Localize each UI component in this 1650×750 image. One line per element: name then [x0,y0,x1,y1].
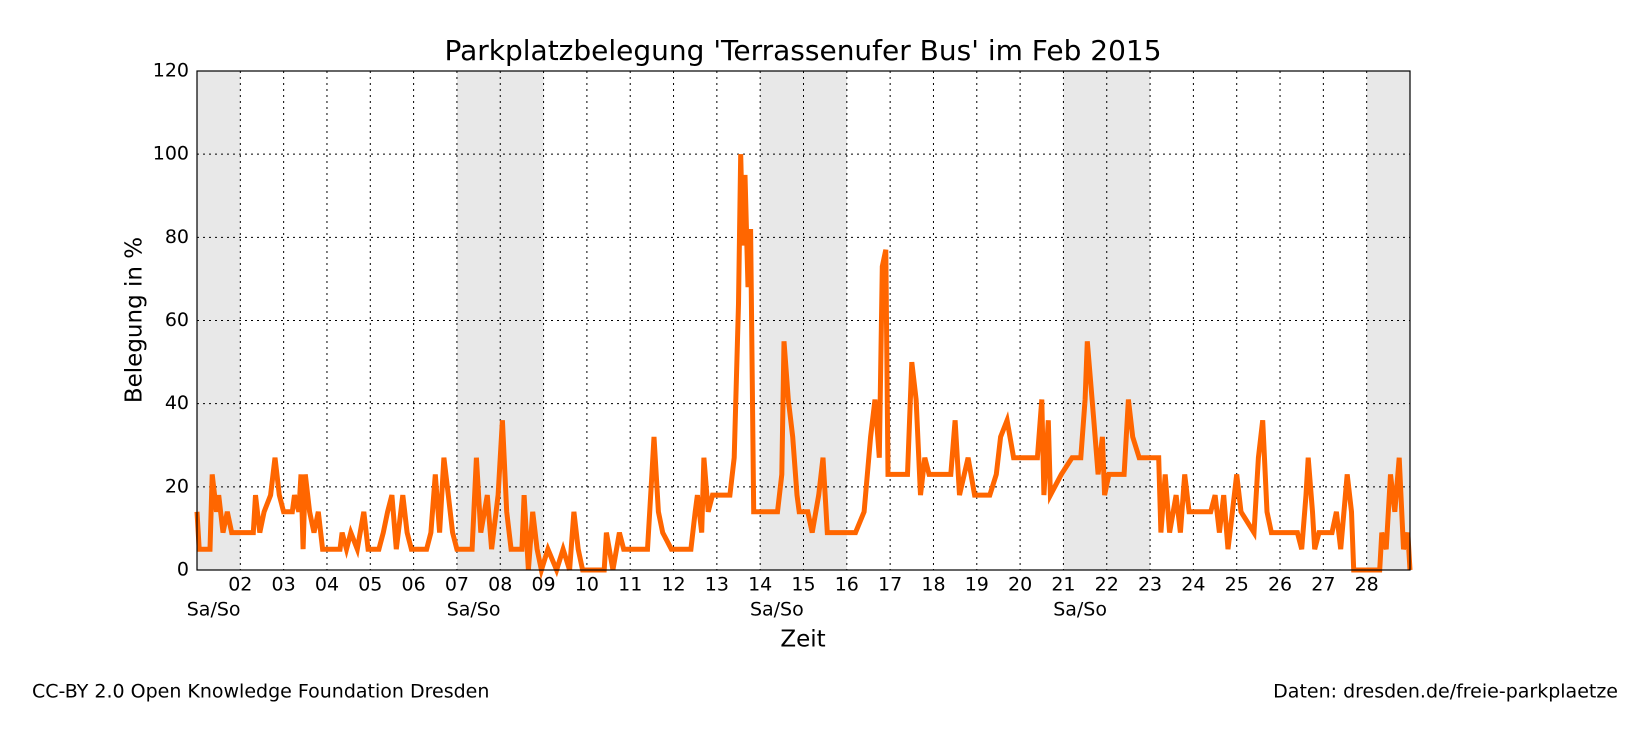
x-tick-label: 07 [445,574,469,596]
x-tick-label: 16 [835,574,859,596]
y-axis-label: Belegung in % [122,237,148,403]
x-tick-label: 09 [531,574,555,596]
y-tick-label: 60 [165,309,189,331]
plot-frame [196,70,1411,571]
chart-title: Parkplatzbelegung 'Terrassenufer Bus' im… [444,34,1161,67]
y-tick-label: 40 [165,392,189,414]
x-tick-label: 02 [228,574,252,596]
x-tick-label: 20 [1008,574,1032,596]
x-tick-label: 10 [575,574,599,596]
x-tick-label: 11 [618,574,642,596]
y-tick-label: 20 [165,475,189,497]
y-tick-label: 80 [165,226,189,248]
y-tick-label: 100 [153,143,189,165]
footer-left: CC-BY 2.0 Open Knowledge Foundation Dres… [32,681,489,703]
x-tick-label: 06 [402,574,426,596]
x-tick-label: 15 [791,574,815,596]
x-tick-label: 05 [358,574,382,596]
x-tick-label: 18 [921,574,945,596]
x-tick-label: 03 [272,574,296,596]
x-tick-label: 13 [705,574,729,596]
x-tick-label: 17 [878,574,902,596]
data-line [194,154,1413,580]
weekend-label: Sa/So [1053,599,1107,621]
x-tick-label: 14 [748,574,772,596]
x-axis-label: Zeit [780,627,825,653]
x-tick-label: 08 [488,574,512,596]
x-tick-label: 24 [1181,574,1205,596]
weekend-label: Sa/So [750,599,804,621]
x-tick-label: 27 [1311,574,1335,596]
x-tick-label: 28 [1355,574,1379,596]
x-tick-label: 25 [1225,574,1249,596]
x-tick-label: 21 [1051,574,1075,596]
weekend-label: Sa/So [187,599,241,621]
weekend-label: Sa/So [447,599,501,621]
footer-right: Daten: dresden.de/freie-parkplaetze [1273,681,1618,703]
x-tick-label: 19 [965,574,989,596]
y-tick-label: 0 [177,559,189,581]
x-tick-label: 22 [1095,574,1119,596]
x-tick-label: 26 [1268,574,1292,596]
y-tick-label: 120 [153,60,189,82]
x-tick-label: 12 [661,574,685,596]
x-tick-label: 23 [1138,574,1162,596]
x-tick-label: 04 [315,574,339,596]
